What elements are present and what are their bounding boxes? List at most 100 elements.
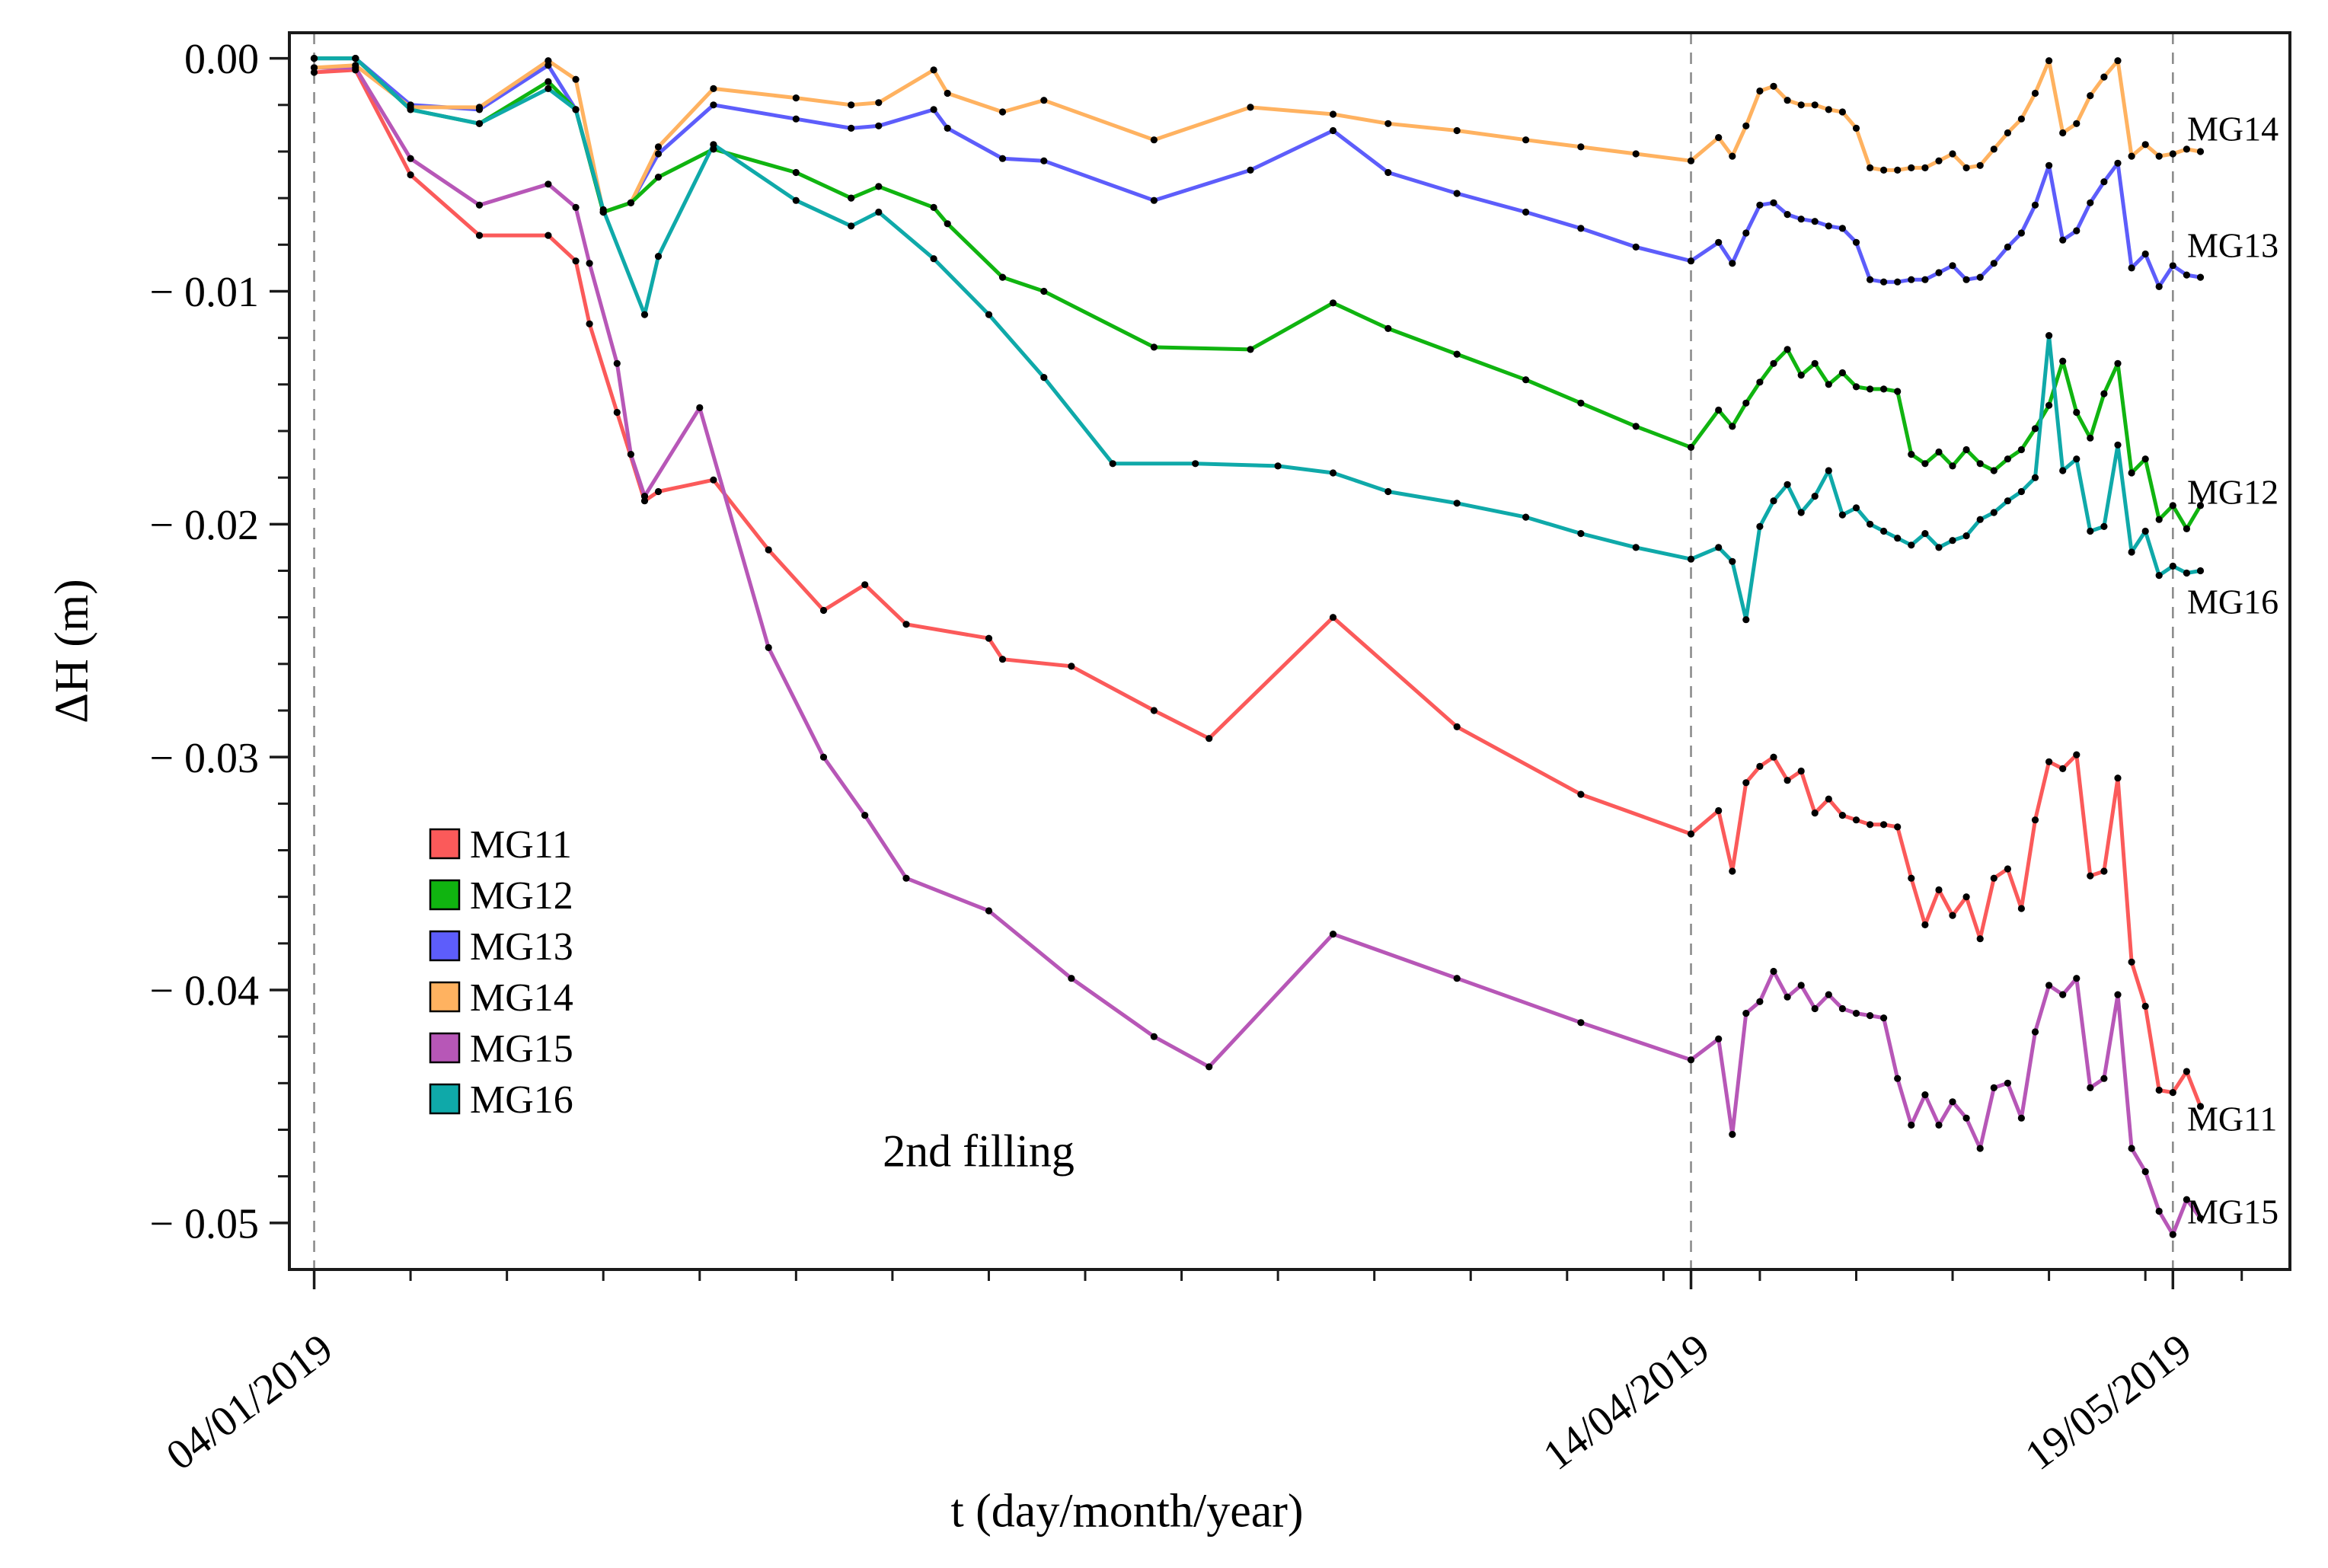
data-point-MG16	[875, 208, 883, 216]
data-point-MG16	[310, 55, 318, 62]
data-point-MG12	[1962, 445, 1970, 454]
data-point-MG11	[1908, 874, 1915, 882]
data-point-MG16	[2045, 332, 2053, 340]
legend-label-MG14: MG14	[470, 976, 573, 1020]
data-point-MG14	[2128, 152, 2135, 160]
data-point-MG11	[2017, 905, 2025, 912]
data-point-MG16	[1811, 493, 1819, 500]
data-point-MG16	[1962, 532, 1970, 540]
data-point-MG14	[1247, 104, 1254, 111]
data-point-MG12	[2031, 425, 2039, 433]
data-point-MG16	[1825, 467, 1832, 474]
data-point-MG13	[1921, 276, 1929, 283]
data-point-MG14	[1990, 145, 1997, 153]
data-point-MG14	[1894, 166, 1902, 174]
data-point-MG16	[2183, 569, 2190, 577]
data-point-MG15	[861, 812, 869, 819]
data-point-MG11	[1894, 823, 1902, 831]
legend-label-MG15: MG15	[470, 1027, 573, 1071]
x-tick-label: 04/01/2019	[158, 1325, 341, 1480]
data-point-MG14	[2114, 57, 2122, 65]
data-point-MG16	[1453, 500, 1461, 507]
data-point-MG11	[1962, 893, 1970, 901]
data-point-MG13	[1756, 201, 1764, 209]
data-point-MG11	[654, 487, 663, 496]
data-point-MG11	[2169, 1089, 2176, 1097]
legend-label-MG11: MG11	[470, 823, 572, 867]
data-point-MG13	[2183, 271, 2190, 279]
data-point-MG14	[310, 64, 318, 72]
data-point-MG15	[1908, 1121, 1915, 1129]
data-point-MG11	[572, 257, 580, 265]
data-point-MG13	[1632, 243, 1640, 251]
data-point-MG14	[875, 99, 883, 107]
data-point-MG12	[1329, 299, 1337, 307]
data-point-MG13	[2017, 229, 2025, 237]
data-point-MG12	[1687, 443, 1695, 452]
data-point-MG12	[875, 183, 883, 190]
data-point-MG15	[2128, 1145, 2135, 1152]
y-axis-title: ΔH (m)	[46, 579, 98, 723]
data-point-MG12	[2128, 469, 2135, 477]
data-point-MG14	[2183, 145, 2190, 153]
data-point-MG12	[1756, 378, 1764, 386]
data-point-MG16	[352, 55, 359, 62]
data-point-MG14	[1935, 157, 1943, 164]
data-point-MG14	[2031, 89, 2039, 97]
data-point-MG15	[1949, 1098, 1956, 1106]
data-point-MG15	[2031, 1028, 2039, 1036]
data-point-MG13	[875, 122, 883, 129]
data-point-MG11	[1784, 777, 1791, 784]
data-point-MG12	[1715, 406, 1723, 414]
data-point-MG13	[2031, 201, 2039, 209]
data-point-MG11	[613, 408, 621, 417]
data-point-MG15	[1729, 1131, 1736, 1138]
y-tick-label: − 0.05	[149, 1200, 259, 1247]
data-point-MG11	[407, 171, 414, 179]
series-end-label-MG11: MG11	[2187, 1099, 2277, 1138]
data-point-MG16	[1577, 530, 1585, 538]
data-point-MG12	[848, 194, 855, 202]
data-point-MG13	[1384, 168, 1392, 177]
data-point-MG14	[1784, 97, 1791, 104]
data-point-MG13	[1577, 225, 1585, 232]
data-point-MG14	[2141, 141, 2149, 148]
data-point-MG13	[1522, 208, 1530, 216]
data-point-MG11	[1990, 874, 1997, 882]
data-point-MG16	[930, 255, 937, 263]
data-point-MG15	[1756, 998, 1764, 1005]
x-tick-label: 19/05/2019	[2017, 1325, 2200, 1480]
data-point-MG15	[1770, 967, 1777, 976]
data-point-MG16	[1040, 374, 1048, 382]
data-point-MG12	[1632, 423, 1640, 430]
data-point-MG13	[2114, 159, 2122, 167]
data-point-MG13	[1908, 276, 1915, 283]
series-end-label-MG15: MG15	[2187, 1193, 2279, 1231]
data-point-MG12	[792, 168, 800, 177]
data-point-MG11	[1715, 806, 1723, 815]
data-point-MG15	[1206, 1063, 1213, 1071]
data-point-MG11	[2045, 758, 2053, 765]
data-point-MG12	[1935, 448, 1943, 456]
data-point-MG11	[1742, 779, 1750, 787]
data-point-MG15	[586, 260, 593, 267]
data-point-MG16	[848, 222, 855, 230]
data-point-MG13	[1715, 238, 1723, 246]
data-point-MG12	[1894, 388, 1902, 395]
data-point-MG14	[544, 57, 552, 65]
data-point-MG14	[1852, 124, 1860, 132]
series-line-MG13	[312, 56, 2202, 289]
data-point-MG15	[1687, 1056, 1695, 1064]
series-end-label-MG16: MG16	[2187, 582, 2279, 621]
series-line-MG14	[312, 59, 2202, 214]
data-point-MG12	[2004, 455, 2011, 463]
data-point-MG15	[2017, 1114, 2025, 1122]
data-point-MG11	[1687, 830, 1695, 838]
data-point-MG16	[1274, 462, 1282, 470]
data-point-MG16	[1894, 535, 1902, 542]
legend-swatch-MG14	[429, 981, 461, 1013]
data-point-MG15	[2183, 1196, 2190, 1203]
data-point-MG12	[2114, 359, 2122, 367]
data-point-MG11	[2073, 751, 2081, 758]
data-point-MG14	[1150, 136, 1158, 144]
